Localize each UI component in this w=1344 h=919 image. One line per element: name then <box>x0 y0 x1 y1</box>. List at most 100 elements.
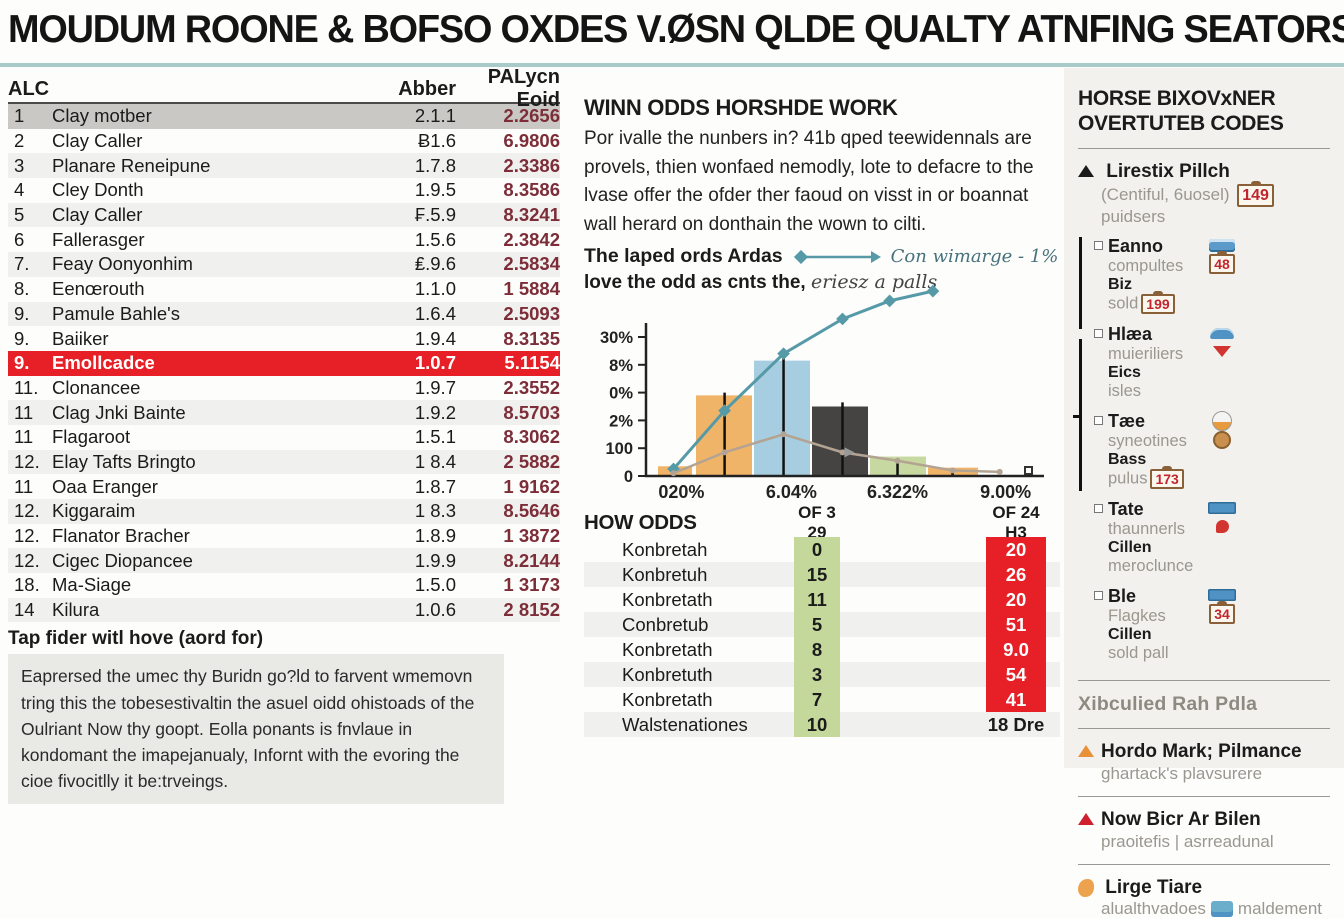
page-title: MOUDUM ROONE & BOFSO OXDES V.ØSN QLDE QU… <box>8 8 1344 51</box>
table-row[interactable]: 5 Clay Caller ₣.5.9 8.3241 <box>8 202 560 228</box>
table-row[interactable]: 3 Planare Reneipune 1.7.8 2.3386 <box>8 153 560 179</box>
table-row[interactable]: 18. Ma-Siage 1.5.0 1 3173 <box>8 573 560 598</box>
table-row[interactable]: 2 Clay Caller Ƀ1.6 6.9806 <box>8 129 560 154</box>
cap-icon <box>1210 327 1234 339</box>
rank-cell: 1 <box>14 105 25 127</box>
sidebar-section-label: Xibculied Rah Pdla <box>1078 693 1258 716</box>
table-row[interactable]: 14 Kilura 1.0.6 2 8152 <box>8 597 560 623</box>
bracket-line <box>1079 237 1082 330</box>
table-row[interactable]: 12. Flanator Bracher 1.8.9 1 3872 <box>8 524 560 549</box>
table-row[interactable]: 12. Elay Tafts Bringto 1 8.4 2 5882 <box>8 449 560 475</box>
pal-cell: 2.5834 <box>503 253 560 275</box>
odds-name-cell: Walstenationes <box>622 713 748 735</box>
pal-cell: 8.2144 <box>503 549 560 571</box>
how-odds-row[interactable]: Konbretath 7 41 <box>584 687 1060 712</box>
how-odds-row[interactable]: Konbretath 8 9.0 <box>584 637 1060 662</box>
alert-title: Hordo Mark; Pilmance <box>1078 741 1330 763</box>
rank-cell: 9. <box>14 352 30 374</box>
sidebar-pair-item[interactable]: Eanno compultes 48 Biz sold 199 <box>1078 231 1330 319</box>
dome-icon <box>1212 411 1232 432</box>
table-note-box: Eaprersed the umec thy Buridn go?ld to f… <box>8 654 504 804</box>
rank-cell: 11 <box>14 401 34 423</box>
sidebar-alert-item[interactable]: Hordo Mark; Pilmance ghartack's plavsurer… <box>1078 741 1330 784</box>
table-row[interactable]: 11 Oaa Eranger 1.8.7 1 9162 <box>8 474 560 499</box>
how-odds-row[interactable]: Konbretuth 3 54 <box>584 662 1060 687</box>
how-odds-row[interactable]: Konbretath 11 20 <box>584 587 1060 612</box>
abber-cell: 1.0.7 <box>414 352 456 374</box>
how-odds-row[interactable]: Konbretah 0 20 <box>584 537 1060 562</box>
how-odds-heading: HOW ODDS <box>584 511 697 534</box>
abber-cell: ₤.9.6 <box>414 253 456 275</box>
name-cell: Clay Caller <box>52 130 143 152</box>
table-row[interactable]: 9. Pamule Bahle's 1.6.4 2.5093 <box>8 301 560 327</box>
table-row[interactable]: 1 Clay motber 2.1.1 2.2656 <box>8 104 560 129</box>
pair-right-title: Cillen <box>1108 539 1152 557</box>
sidebar-heading: HORSE BIXOVxNER OVERTUTEB CODES <box>1078 87 1284 136</box>
y-tick-label: 100 <box>605 440 633 458</box>
count-badge: 199 <box>1141 291 1175 315</box>
sidebar-pair-item[interactable]: Tate thaunnerls Cillen meroclunce <box>1078 494 1330 581</box>
pair-left-title: Eanno <box>1108 236 1164 257</box>
abber-cell: 1.6.4 <box>414 302 456 324</box>
pair-icons <box>1200 411 1244 450</box>
name-cell: Pamule Bahle's <box>52 302 180 324</box>
y-tick-label: 0 <box>624 468 633 486</box>
table-row[interactable]: 8. Eenœrouth 1.1.0 1 5884 <box>8 277 560 302</box>
divider <box>1078 864 1330 866</box>
legend-arrow-icon <box>793 249 881 264</box>
table-row[interactable]: 11 Clag Jnki Bainte 1.9.2 8.5703 <box>8 400 560 425</box>
legend-label: Con wimarge - 1% <box>890 246 1059 267</box>
abber-cell: 1.9.7 <box>414 376 456 398</box>
table-row[interactable]: 11 Flagaroot 1.5.1 8.3062 <box>8 425 560 450</box>
how-odds-row[interactable]: Conbretub 5 51 <box>584 612 1060 637</box>
bullet-icon <box>1094 241 1103 251</box>
arrow-marker <box>844 447 855 458</box>
sidebar-alert-item[interactable]: Now Bicr Ar Bilen praoitefis | asrreaduna… <box>1078 809 1330 852</box>
odds-name-cell: Konbretath <box>622 638 713 660</box>
count-badge: 173 <box>1150 466 1184 490</box>
abber-cell: 1.8.7 <box>414 475 456 497</box>
table-row[interactable]: 9. Baiiker 1.9.4 8.3135 <box>8 326 560 351</box>
pal-cell: 8.3135 <box>503 327 560 349</box>
how-odds-row[interactable]: Konbretuh 15 26 <box>584 562 1060 587</box>
rank-cell: 12. <box>14 549 40 571</box>
odds-value-red-cell: 20 <box>986 587 1046 612</box>
flame-blob-icon <box>1078 879 1094 898</box>
odds-value-green-cell: 11 <box>794 587 840 612</box>
diamond-marker <box>883 294 897 308</box>
sidebar-pair-item[interactable]: Hlæa muieriliers Eics isles <box>1078 319 1330 406</box>
tag-icon <box>1208 589 1236 602</box>
table-row[interactable]: 12. Cigec Diopancee 1.9.9 8.2144 <box>8 548 560 574</box>
sidebar-pair-item[interactable]: Tæe syneotines Bass pulus 173 <box>1078 406 1330 494</box>
odds-value-green-cell: 15 <box>794 562 840 587</box>
abber-cell: 1.0.6 <box>414 599 456 621</box>
odds-value-red-cell: 20 <box>986 537 1046 562</box>
rank-cell: 18. <box>14 574 40 596</box>
rank-cell: 9. <box>14 327 30 349</box>
odds-value-red-cell: 9.0 <box>986 637 1046 662</box>
table-row[interactable]: 9. Emollcadce 1.0.7 5.1154 <box>8 350 560 376</box>
odds-value-red-cell: 26 <box>986 562 1046 587</box>
how-odds-row[interactable]: Walstenationes 10 18 Dre <box>584 712 1060 737</box>
triangle-up-icon <box>1078 165 1094 178</box>
sidebar-pair-item[interactable]: Ble Flagkes 34 Cillen sold pall <box>1078 581 1330 668</box>
table-row[interactable]: 12. Kiggaraim 1 8.3 8.5646 <box>8 499 560 524</box>
sidebar: HORSE BIXOVxNER OVERTUTEB CODES Lirestix… <box>1064 68 1344 918</box>
pair-right-title: Bass <box>1108 451 1147 469</box>
odds-value-green-cell: 7 <box>794 687 840 712</box>
sidebar-item-lead[interactable]: Lirestix Pillch (Centiful, 6uosel) 149 p… <box>1078 161 1330 227</box>
table-row[interactable]: 6 Fallerasger 1.5.6 2.3842 <box>8 227 560 252</box>
table-row[interactable]: 7. Feay Oonyonhim ₤.9.6 2.5834 <box>8 252 560 277</box>
name-cell: Emollcadce <box>52 352 155 374</box>
sidebar-item-footer[interactable]: Lirge Tiare alualthvadoes maldement <box>1078 877 1330 919</box>
abber-cell: 1.1.0 <box>414 278 456 300</box>
pal-cell: 8.3062 <box>503 426 560 448</box>
table-row[interactable]: 4 Cley Donth 1.9.5 8.3586 <box>8 178 560 203</box>
rank-cell: 8. <box>14 278 30 300</box>
divider <box>1078 148 1330 150</box>
pair-left-title: Hlæa <box>1108 324 1153 345</box>
odds-value-red-cell: 18 Dre <box>987 713 1045 735</box>
how-odds-header: HOW ODDS OF 3 29 OF 24 H3 <box>584 503 1060 542</box>
table-row[interactable]: 11. Clonancee 1.9.7 2.3552 <box>8 376 560 401</box>
pair-left-title: Tæe <box>1108 411 1146 432</box>
